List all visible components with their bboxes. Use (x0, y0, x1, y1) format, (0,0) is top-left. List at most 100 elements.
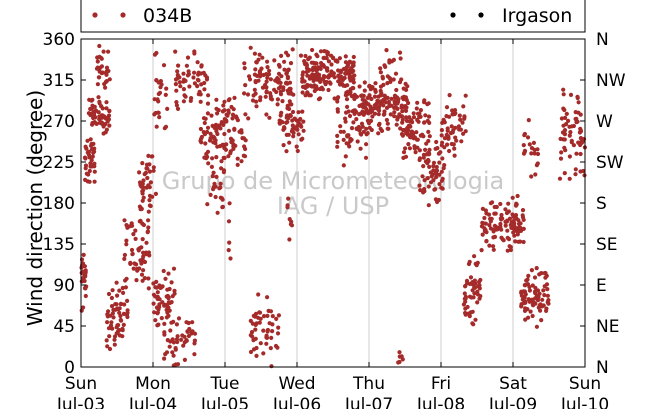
data-point-034b (107, 346, 113, 352)
data-point-034b (378, 66, 383, 71)
data-point-034b (335, 133, 340, 138)
data-point-034b (201, 130, 206, 135)
data-point-034b (89, 98, 94, 103)
data-point-034b (176, 63, 181, 68)
data-point-034b (165, 106, 170, 111)
data-point-034b (415, 117, 420, 123)
data-point-034b (458, 117, 463, 122)
data-point-034b (453, 125, 458, 130)
data-point-034b (351, 108, 357, 113)
data-point-034b (219, 159, 224, 164)
data-point-034b (518, 239, 523, 244)
data-point-034b (171, 353, 176, 358)
data-point-034b (177, 80, 182, 85)
data-point-034b (444, 132, 449, 137)
data-point-034b (306, 57, 311, 62)
data-point-034b (399, 77, 404, 82)
y-tick-label: 90 (53, 276, 75, 296)
data-point-034b (109, 304, 115, 309)
data-point-034b (219, 196, 224, 201)
data-point-034b (205, 129, 210, 135)
data-point-034b (381, 97, 386, 102)
data-point-034b (456, 124, 461, 129)
data-point-034b (567, 124, 572, 129)
data-point-034b (123, 285, 128, 290)
data-point-034b (131, 232, 136, 237)
data-point-034b (118, 317, 123, 323)
data-point-034b (542, 293, 547, 298)
data-point-034b (426, 114, 432, 119)
data-point-034b (97, 43, 102, 49)
data-point-034b (394, 87, 399, 93)
data-point-034b (562, 137, 567, 142)
data-point-034b (426, 129, 431, 134)
data-point-034b (378, 102, 383, 107)
data-point-034b (280, 99, 285, 104)
data-point-034b (174, 322, 179, 327)
data-point-034b (450, 112, 455, 117)
data-point-034b (506, 237, 512, 242)
data-point-034b (104, 65, 110, 70)
legend-label-irgason: Irgason (502, 5, 572, 27)
data-point-034b (480, 232, 485, 237)
data-point-034b (503, 219, 508, 224)
data-point-034b (222, 117, 227, 122)
data-point-034b (288, 102, 293, 107)
legend-box (80, 0, 586, 33)
data-point-034b (247, 74, 252, 79)
data-point-034b (527, 288, 533, 293)
data-point-034b (184, 63, 189, 68)
data-point-034b (287, 140, 292, 145)
data-point-034b (284, 149, 289, 154)
data-point-034b (441, 166, 446, 171)
data-point-034b (506, 209, 511, 214)
data-point-034b (354, 117, 359, 122)
data-point-034b (151, 281, 156, 286)
data-point-034b (155, 305, 160, 310)
data-point-034b (208, 131, 213, 136)
y-tick-label: 0 (64, 358, 75, 378)
data-point-034b (461, 131, 466, 136)
data-point-034b (517, 225, 522, 230)
data-point-034b (261, 328, 266, 333)
data-point-034b (83, 166, 88, 171)
data-point-034b (301, 119, 306, 124)
data-point-034b (341, 129, 346, 134)
data-point-034b (141, 268, 146, 273)
data-point-034b (362, 88, 367, 93)
data-point-034b (243, 83, 248, 88)
data-point-034b (403, 154, 409, 159)
data-point-034b (425, 118, 430, 123)
data-point-034b (179, 337, 184, 342)
data-point-034b (343, 119, 348, 124)
data-point-034b (226, 219, 232, 224)
data-point-034b (109, 295, 114, 301)
data-point-034b (291, 134, 296, 139)
x-tick-label-day: Fri (431, 374, 451, 394)
data-point-034b (475, 260, 480, 265)
data-point-034b (268, 94, 273, 99)
data-point-034b (106, 291, 112, 297)
data-point-034b (270, 314, 275, 319)
data-point-034b (349, 126, 355, 131)
data-point-034b (503, 207, 508, 212)
data-point-034b (421, 190, 426, 195)
data-point-034b (385, 95, 390, 100)
data-point-034b (228, 151, 233, 156)
data-point-034b (338, 129, 343, 134)
data-point-034b (215, 210, 220, 215)
data-point-034b (434, 175, 439, 180)
data-point-034b (385, 126, 390, 131)
data-point-034b (107, 313, 113, 318)
data-point-034b (286, 196, 291, 201)
data-point-034b (140, 198, 145, 203)
data-point-034b (335, 96, 340, 101)
data-point-034b (449, 124, 454, 129)
data-point-034b (372, 94, 378, 99)
y-compass-label: N (596, 358, 609, 378)
data-point-034b (331, 56, 336, 61)
data-point-034b (173, 49, 178, 54)
data-point-034b (282, 59, 287, 64)
data-point-034b (217, 186, 222, 191)
data-point-034b (122, 252, 127, 258)
